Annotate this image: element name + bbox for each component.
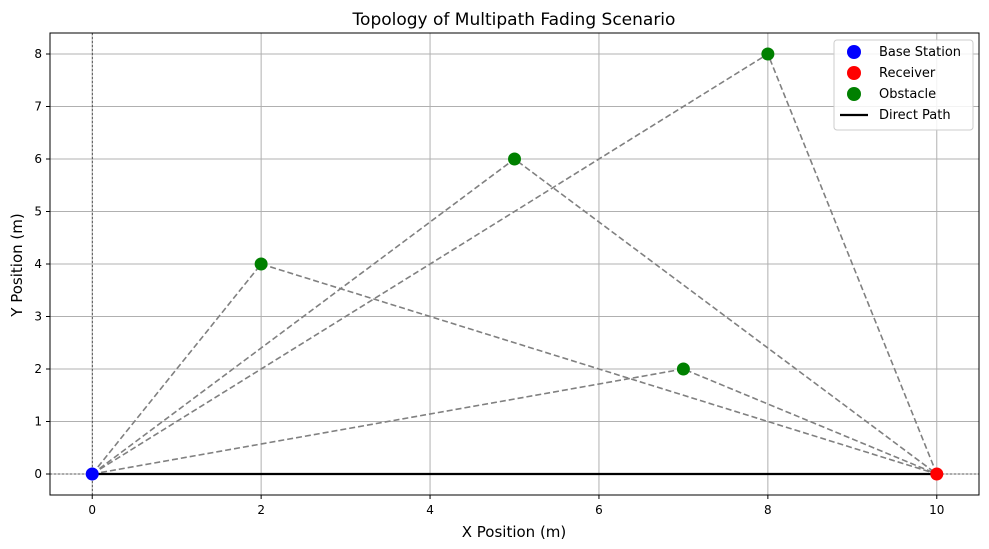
y-tick-label: 7 [34, 100, 42, 114]
y-axis-ticks: 0 1 2 3 4 5 6 7 8 [34, 47, 50, 481]
reflected-path [92, 368, 938, 475]
x-axis-label: X Position (m) [462, 523, 567, 541]
y-axis-label: Y Position (m) [8, 213, 26, 317]
x-tick-label: 0 [88, 503, 96, 517]
legend: Base Station Receiver Obstacle Direct Path [833, 39, 974, 131]
x-tick-label: 4 [426, 503, 434, 517]
y-tick-label: 8 [34, 47, 42, 61]
obstacle-point [254, 257, 268, 271]
receiver-point [930, 467, 944, 481]
x-tick-label: 6 [595, 503, 603, 517]
y-tick-label: 6 [34, 152, 42, 166]
legend-label: Receiver [879, 66, 936, 81]
legend-label: Base Station [879, 45, 961, 60]
y-tick-label: 0 [34, 467, 42, 481]
x-axis-ticks: 0 2 4 6 8 10 [88, 495, 944, 517]
points-layer [85, 47, 944, 481]
legend-box [833, 39, 974, 131]
obstacle-point [761, 47, 775, 61]
y-tick-label: 4 [34, 257, 42, 271]
legend-marker [847, 87, 861, 101]
reflected-path [91, 263, 938, 475]
obstacle-point [508, 152, 521, 166]
y-tick-label: 1 [34, 415, 42, 429]
grid [50, 33, 979, 495]
base-station-point [85, 467, 99, 481]
chart-title: Topology of Multipath Fading Scenario [352, 10, 676, 30]
y-tick-label: 3 [34, 310, 42, 324]
legend-marker [847, 45, 861, 59]
x-tick-label: 8 [764, 503, 772, 517]
x-tick-label: 2 [257, 503, 265, 517]
legend-label: Direct Path [879, 108, 951, 123]
y-tick-label: 5 [34, 205, 42, 219]
obstacle-point [676, 362, 690, 376]
x-tick-label: 10 [929, 503, 944, 517]
y-tick-label: 2 [34, 362, 42, 376]
legend-label: Obstacle [879, 87, 936, 102]
legend-marker [847, 66, 861, 80]
